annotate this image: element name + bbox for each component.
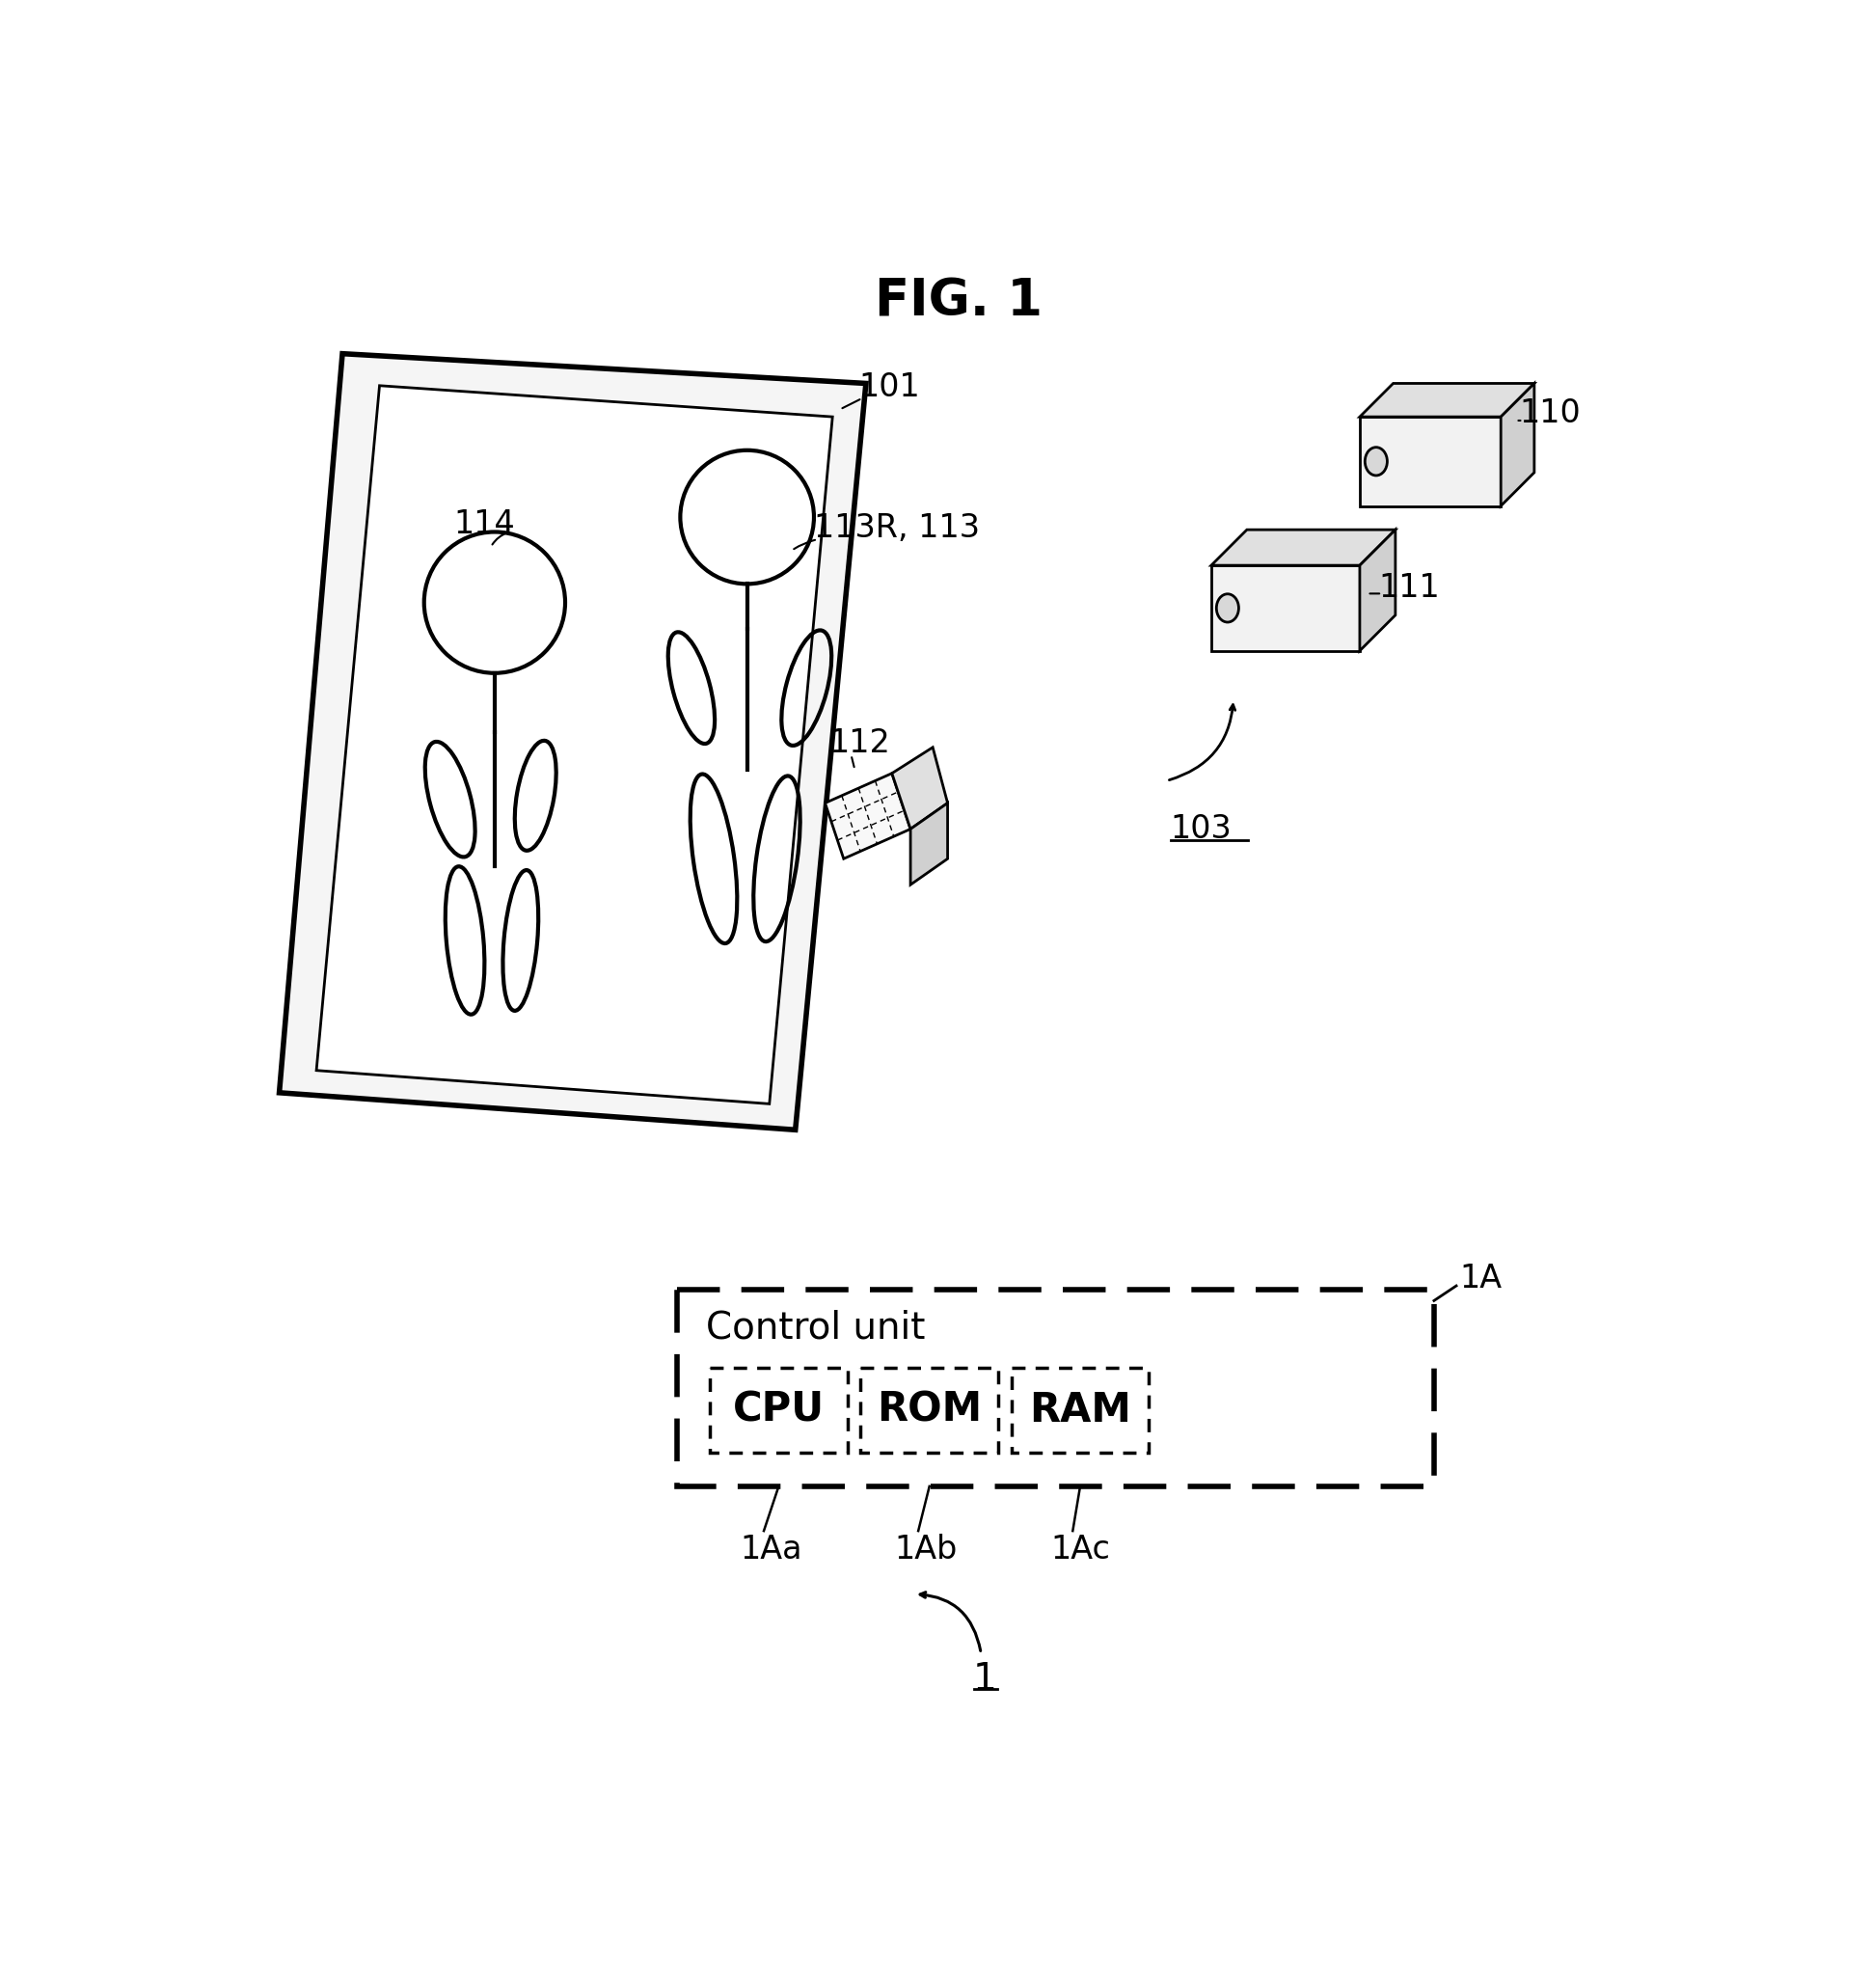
Text: 110: 110 (1520, 398, 1580, 429)
Text: CPU: CPU (733, 1390, 825, 1431)
Ellipse shape (1365, 447, 1388, 475)
Polygon shape (1359, 529, 1395, 650)
Polygon shape (1359, 417, 1502, 505)
Text: 1Ab: 1Ab (894, 1533, 957, 1565)
Text: Control unit: Control unit (707, 1310, 926, 1346)
Ellipse shape (1216, 594, 1238, 622)
Polygon shape (1359, 384, 1533, 417)
Text: 111: 111 (1378, 573, 1440, 604)
Text: 103: 103 (1171, 813, 1232, 845)
Text: 112: 112 (828, 728, 890, 759)
Text: 113R, 113: 113R, 113 (813, 513, 980, 545)
Text: 1A: 1A (1460, 1262, 1503, 1294)
Text: 1: 1 (972, 1662, 997, 1698)
Text: RAM: RAM (1028, 1390, 1131, 1431)
Polygon shape (1212, 565, 1359, 650)
Text: 101: 101 (858, 372, 920, 404)
Polygon shape (892, 747, 948, 829)
Polygon shape (279, 354, 866, 1129)
Polygon shape (1502, 384, 1533, 505)
Polygon shape (316, 386, 832, 1103)
Text: 114: 114 (454, 509, 516, 541)
Polygon shape (825, 773, 911, 859)
Text: FIG. 1: FIG. 1 (875, 276, 1043, 326)
Polygon shape (911, 803, 948, 885)
Polygon shape (1212, 529, 1395, 565)
Text: 1Aa: 1Aa (741, 1533, 802, 1565)
Text: ROM: ROM (877, 1390, 982, 1431)
Text: 1Ac: 1Ac (1051, 1533, 1111, 1565)
